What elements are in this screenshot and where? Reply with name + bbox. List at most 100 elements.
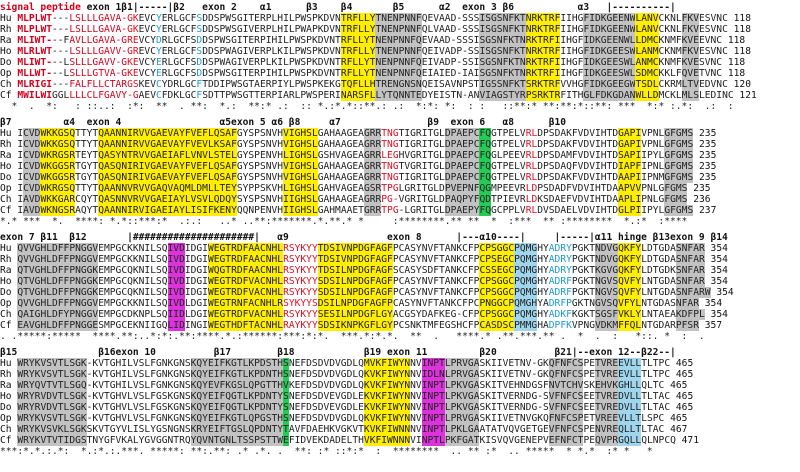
sequence-residues: ICVDWKGGSRTGYTQASQNIRIVGAEVAYFVEFLQSAFGY… bbox=[17, 161, 694, 172]
species-label: Hu bbox=[0, 243, 12, 254]
species-label: Op bbox=[0, 68, 12, 79]
species-label: Do bbox=[0, 402, 12, 413]
residue-count: 118 bbox=[727, 35, 746, 46]
sequence-residues: IAVDWKNGSRAQYTQAANNIRVIGAEIAYLISIFKENYQQ… bbox=[17, 205, 694, 216]
sequence-row: Ch MLRIGI---FALFLLCTARGSKEVCYDRLGCFTDDIP… bbox=[0, 79, 800, 90]
residue-count: 354 bbox=[710, 265, 728, 276]
sequence-row: Hu QVVGHLDFFPNGGVEMPGCKKNILSQIVDIDGIWEGT… bbox=[0, 243, 800, 254]
conservation-line: * . *: : ::..: :*: ** . **: *.: **:* .: … bbox=[0, 101, 734, 112]
species-label: Rh bbox=[0, 24, 12, 35]
residue-count: 121 bbox=[739, 90, 757, 101]
sequence-row: Hu ICVDWKKGSQTTYTQAANNIRVVGAEVAYFVEFLQSA… bbox=[0, 128, 800, 139]
species-label: Op bbox=[0, 413, 12, 424]
residue-count: 465 bbox=[675, 358, 694, 369]
species-label: Ho bbox=[0, 391, 12, 402]
residue-count: 118 bbox=[733, 13, 751, 24]
sequence-residues: QTVGHLDFFPNGGKEMPGCQKNILSQIVDIDGIWQGTRDF… bbox=[17, 265, 705, 276]
conservation-line: ***:*.*.:.*: *.:*.:.***. *****: **:.**: … bbox=[0, 446, 653, 457]
species-label: Ho bbox=[0, 46, 12, 57]
species-label: Ra bbox=[0, 35, 12, 46]
species-label: Rh bbox=[0, 254, 12, 265]
sequence-residues: ICVDWKRGSQTTYTQAANNVRVVGAQVAQMLDMLLTEYSY… bbox=[17, 183, 688, 194]
residue-count: 354 bbox=[716, 287, 734, 298]
sequence-row: Op QVVGHLDFFPNGGVEMPGCKKNILSQIVDLDGIWEGT… bbox=[0, 298, 800, 309]
species-label: Cf bbox=[0, 90, 12, 101]
sequence-residues: ICVDWKRGSRTEYTQASYNTRVVGAEIAFLVNVLSTELGY… bbox=[17, 150, 694, 161]
sequence-residues: QVVGHLDFFPNGGVEMPGCKKNILSQIVDIDGIWEGTRDF… bbox=[17, 254, 705, 265]
sequence-residues: WRYRVDVTLSGK-KVTGHVLVSLFGSKGNSKQYEIFQGTL… bbox=[17, 391, 671, 402]
residue-count: 467 bbox=[670, 424, 688, 435]
species-label: Cf bbox=[0, 205, 12, 216]
sequence-row: Ra MLIWT---FAVLLGAVA-GREVCYDRLGCFSDDSPWS… bbox=[0, 35, 800, 46]
sequence-row: Hu MLPLWT---LSLLLGAVA-GKEVCYERLGCFSDDSPW… bbox=[0, 13, 800, 24]
species-label: Op bbox=[0, 183, 12, 194]
residue-count: 118 bbox=[727, 68, 746, 79]
residue-count: 465 bbox=[670, 380, 688, 391]
block-header: signal peptide exon 1β1|-----|β2 exon 2 … bbox=[0, 2, 676, 13]
sequence-residues: MLRIGI---FALFLLCTARGSKEVCYDRLGCFTDDIPWSG… bbox=[17, 79, 728, 90]
sequence-row: Ra ICVDWKRGSRTEYTQASYNTRVVGAEIAFLVNVLSTE… bbox=[0, 150, 800, 161]
species-label: Do bbox=[0, 172, 12, 183]
residue-count: 465 bbox=[675, 402, 694, 413]
species-label: Do bbox=[0, 287, 12, 298]
sequence-residues: QVVGHLDFFPNGGVEMPGCKKNILSQIVDLDGIWEGTRNF… bbox=[17, 298, 699, 309]
residue-count: 471 bbox=[681, 435, 699, 446]
sequence-row: Op MLLWT---LSLLLGTVA-GKEVCYERLGCFSDDSPWS… bbox=[0, 68, 800, 79]
species-label: Cf bbox=[0, 435, 12, 446]
conservation-line: *.* *** *. ****: *.*::***:* .:.: ..* ..*… bbox=[0, 216, 688, 227]
sequence-residues: WRYRVDVTLSGK-KVTGHVLVSLFGSKGNSKQYEIFQGTL… bbox=[17, 402, 671, 413]
species-label: Ra bbox=[0, 265, 12, 276]
species-label: Rh bbox=[0, 139, 12, 150]
sequence-row: Ho WRYRVDVTLSGK-KVTGHVLVSLFGSKGNSKQYEIFQ… bbox=[0, 391, 800, 402]
conservation-line: . .*****:***** ****.**:..*:*:.**:****.*.… bbox=[0, 331, 705, 342]
species-label: Ra bbox=[0, 150, 12, 161]
sequence-residues: ICVDWKKGSQTTYTQAANNIRVVGAEVAYFVEVLKSAFGY… bbox=[17, 139, 694, 150]
sequence-row: Cf EAVGHLDFFPNGGESMPGCEKNIIGQLIDINGIWEGT… bbox=[0, 320, 800, 331]
species-label: Cf bbox=[0, 320, 12, 331]
residue-count: 120 bbox=[733, 79, 751, 90]
alignment-block-4: β15 β16exon 10 β17 β18 β19 exon 11 β20 β… bbox=[0, 347, 800, 457]
sequence-residues: WRYKVSVKLSGKSKVTGYVLISLYGSNGNSKRYEIFTGSL… bbox=[17, 424, 665, 435]
alignment-block-1: signal peptide exon 1β1|-----|β2 exon 2 … bbox=[0, 2, 800, 112]
residue-count: 465 bbox=[675, 391, 694, 402]
residue-count: 357 bbox=[704, 320, 723, 331]
sequence-residues: QTVGHLDFFPNGGKEMPGCQKNILSQIVDIDGIWEGTRDF… bbox=[17, 287, 711, 298]
residue-count: 236 bbox=[693, 194, 711, 205]
residue-count: 465 bbox=[670, 413, 688, 424]
block-header: β15 β16exon 10 β17 β18 β19 exon 11 β20 β… bbox=[0, 347, 676, 358]
residue-count: 237 bbox=[699, 205, 717, 216]
sequence-row: Rh ICVDWKKGSQTTYTQAANNIRVVGAEVAYFVEVLKSA… bbox=[0, 139, 800, 150]
species-label: Hu bbox=[0, 13, 12, 24]
sequence-row: Do MLIWT---LSLLLGAVV-GKEVCYERLGCFSDDSPWA… bbox=[0, 57, 800, 68]
residue-count: 354 bbox=[710, 254, 728, 265]
sequence-residues: MLIWT---FAVLLGAVA-GREVCYDRLGCFSDDSPWSGIT… bbox=[17, 35, 723, 46]
residue-count: 235 bbox=[699, 172, 717, 183]
residue-count: 235 bbox=[699, 150, 717, 161]
species-label: Ch bbox=[0, 194, 12, 205]
sequence-residues: MLRLWT---LSLLLGAVV-GREVCYERLGCFSDDSPWAGI… bbox=[17, 46, 728, 57]
residue-count: 118 bbox=[733, 24, 751, 35]
sequence-row: Ra WRYQVTVTLSGQ-KVTGHILVSLFGNKGNSKQYEVFK… bbox=[0, 380, 800, 391]
sequence-residues: WRYQVTVTLSGQ-KVTGHILVSLFGNKGNSKQYEVFKGSL… bbox=[17, 380, 665, 391]
sequence-residues: WRYKVTVTIDGSTNYGFVKALYGVGGNTRQYQVNTGNLTS… bbox=[17, 435, 676, 446]
species-label: Ho bbox=[0, 276, 12, 287]
species-label: Ch bbox=[0, 79, 12, 90]
sequence-residues: MWILWIGGLLLLCLFGAVY-GAEVCFDKLGCFSDTTPWSG… bbox=[17, 90, 734, 101]
alignment-block-3: exon 7 β11 β12 |#####################| α… bbox=[0, 232, 800, 342]
sequence-residues: QTVGHLDFFPNGGKEMPGCQKNILSQIVDIDGIWEGTRDF… bbox=[17, 276, 705, 287]
residue-count: 235 bbox=[699, 161, 717, 172]
residue-count: 354 bbox=[704, 298, 723, 309]
species-label: Ch bbox=[0, 309, 12, 320]
sequence-residues: ICVDWKGGSRTGYTQASQNIRIVGAEVAYFVEFLQSAFGY… bbox=[17, 172, 694, 183]
sequence-row: Hu WRYKVSVTLSGK-KVTGHILVSLFGNKGNSKQYEIFK… bbox=[0, 358, 800, 369]
sequence-residues: WRYKVSVTLSGK-KVTGHILVSLFGNKGNSKQYEIFKGTL… bbox=[17, 358, 671, 369]
species-label: Rh bbox=[0, 369, 12, 380]
sequence-row: Ho MLRLWT---LSLLLGAVV-GREVCYERLGCFSDDSPW… bbox=[0, 46, 800, 57]
sequence-residues: MLPLWT---LSLLLGAVA-GKEVCYERLGCFSDDSPWSGI… bbox=[17, 13, 728, 24]
residue-count: 465 bbox=[675, 369, 694, 380]
residue-count: 354 bbox=[710, 276, 728, 287]
sequence-residues: ICVDWKKGSQTTYTQAANNIRVVGAEVAYFVEFLQSAFGY… bbox=[17, 128, 694, 139]
sequence-row: Rh QVVGHLDFFPNGGVEMPGCKKNILSQIVDIDGIWEGT… bbox=[0, 254, 800, 265]
sequence-residues: QAIGHLDFYPNGGVEMPGCDKNPLSQIIDLDGIWEGTRDF… bbox=[17, 309, 705, 320]
